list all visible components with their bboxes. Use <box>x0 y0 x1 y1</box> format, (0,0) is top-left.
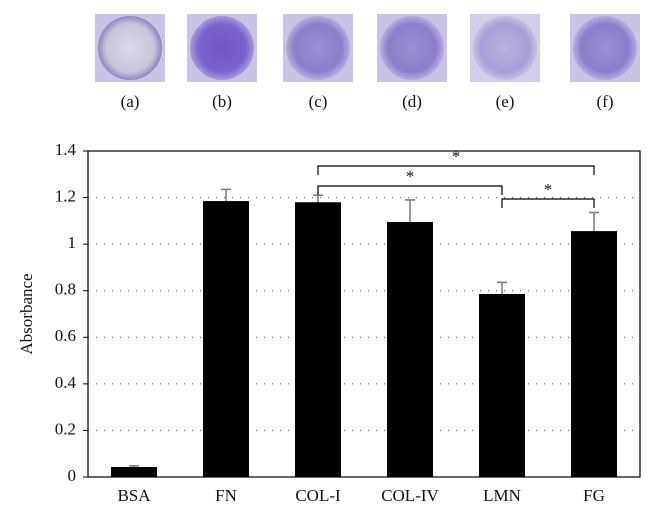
well <box>573 16 637 80</box>
well <box>286 16 350 80</box>
significance-label: * <box>544 180 553 199</box>
significance-bracket <box>317 165 595 175</box>
bar <box>111 466 157 477</box>
image-label: (f) <box>597 92 614 111</box>
well-images <box>95 14 640 82</box>
significance-label: * <box>406 167 415 186</box>
x-tick-label: FG <box>583 486 605 505</box>
well <box>380 16 444 80</box>
image-label: (b) <box>212 92 232 111</box>
image-label: (e) <box>496 92 515 111</box>
x-tick-label: COL-IV <box>381 486 439 505</box>
y-tick-label: 0.6 <box>55 326 76 345</box>
bar <box>479 293 525 477</box>
well <box>473 16 537 80</box>
significance-label: * <box>452 147 461 166</box>
y-tick-label: 0.8 <box>55 280 76 299</box>
well <box>190 16 254 80</box>
image-label: (c) <box>309 92 328 111</box>
y-axis-label: Absorbance <box>17 273 36 354</box>
y-tick-label: 0.4 <box>55 373 77 392</box>
image-label: (d) <box>402 92 422 111</box>
bar <box>295 202 341 477</box>
y-tick-label: 1.4 <box>55 140 77 159</box>
well <box>98 16 162 80</box>
plot-frame <box>87 150 641 478</box>
y-tick-label: 1 <box>68 233 77 252</box>
x-tick-label: LMN <box>483 486 521 505</box>
x-tick-label: COL-I <box>295 486 341 505</box>
significance-bracket <box>317 185 503 195</box>
bar <box>387 222 433 477</box>
significance-bracket <box>501 198 595 208</box>
x-tick-label: FN <box>215 486 237 505</box>
y-tick-label: 1.2 <box>55 186 76 205</box>
bar <box>203 201 249 478</box>
x-tick-label: BSA <box>117 486 151 505</box>
image-label: (a) <box>121 92 140 111</box>
y-tick-label: 0.2 <box>55 419 76 438</box>
bar <box>571 231 617 477</box>
y-tick-label: 0 <box>68 466 77 485</box>
